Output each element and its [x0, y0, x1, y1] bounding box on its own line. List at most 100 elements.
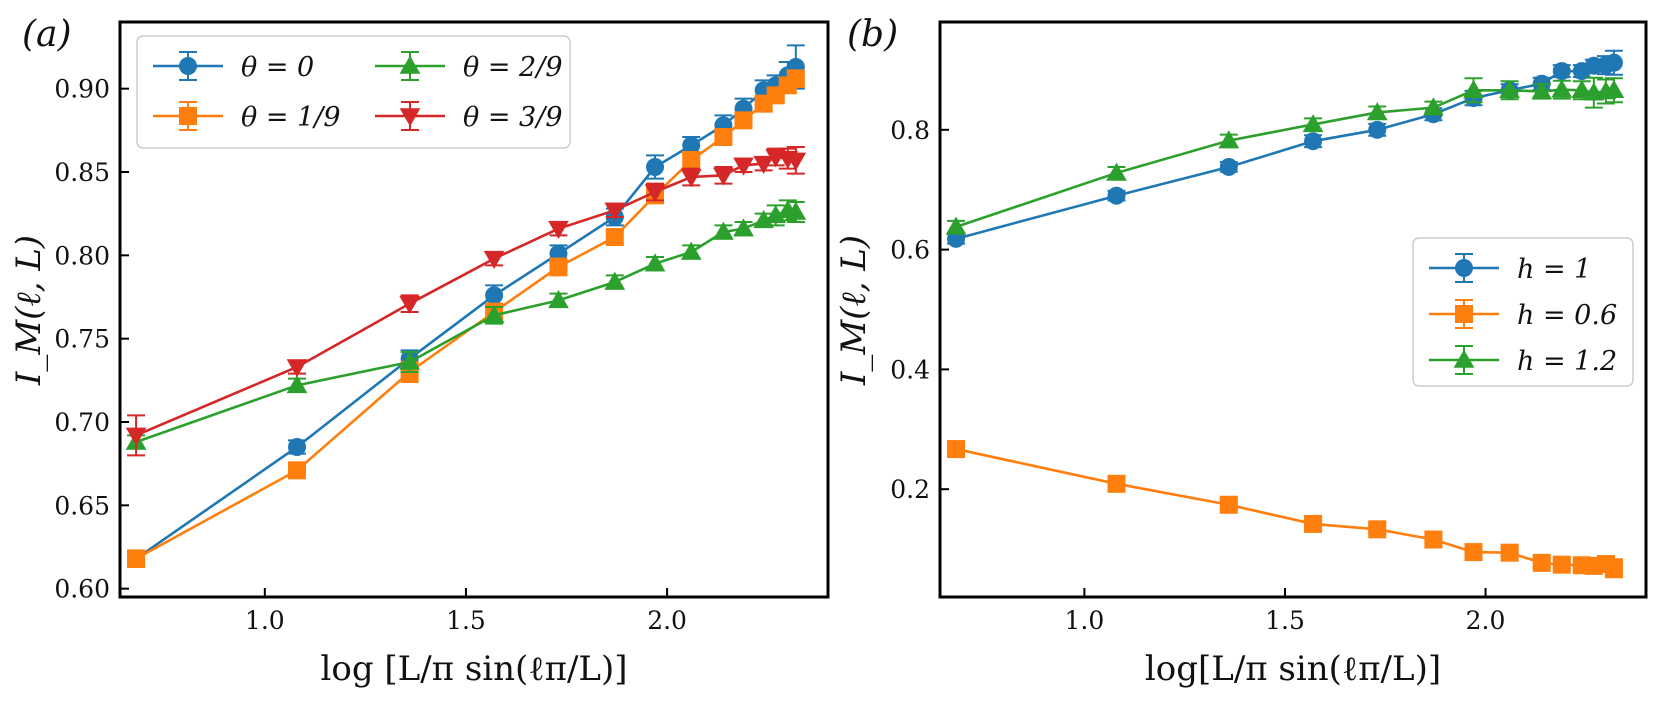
data-point	[1368, 520, 1387, 539]
series-line	[955, 88, 1615, 229]
data-point	[288, 461, 306, 480]
data-point	[548, 220, 569, 240]
data-point	[733, 157, 754, 176]
data-point	[127, 549, 146, 568]
panel-b-ylabel-group: I_M(ℓ, L)	[834, 235, 874, 386]
panel-b-frame	[938, 20, 1648, 599]
data-point	[1219, 157, 1238, 176]
legend-marker	[1455, 259, 1473, 277]
data-point	[713, 221, 734, 240]
data-point	[1464, 543, 1483, 562]
data-point	[125, 427, 147, 446]
legend-entry: h = 1	[1429, 253, 1591, 285]
panel-b-series	[945, 49, 1625, 579]
y-tick-label: 0.60	[54, 575, 110, 604]
data-point	[549, 258, 568, 276]
x-tick-label: 1.0	[245, 606, 285, 635]
y-tick-label: 0.75	[54, 325, 110, 354]
data-point	[399, 351, 420, 370]
series-4	[125, 146, 807, 457]
data-point	[713, 167, 734, 186]
data-point	[1500, 543, 1519, 562]
data-point	[605, 228, 624, 246]
data-point	[644, 253, 666, 272]
legend-marker	[179, 57, 197, 75]
y-tick-label: 0.6	[890, 236, 930, 265]
data-point	[753, 209, 774, 229]
y-tick-label: 0.2	[890, 475, 930, 504]
data-point	[1424, 530, 1443, 549]
data-point	[682, 136, 701, 155]
legend-marker	[1453, 349, 1475, 368]
panel-b: (b) 1.0 1.5 2.0 0.2 0.4 0.6 0.8 I_M(ℓ, L) log[…	[834, 14, 1648, 689]
series-3	[125, 199, 807, 450]
y-tick-label: 0.90	[54, 75, 110, 104]
data-point	[399, 295, 420, 315]
data-point	[604, 202, 626, 221]
data-point	[1218, 130, 1240, 149]
data-point	[753, 155, 774, 175]
data-point	[1304, 514, 1323, 533]
data-point	[1551, 79, 1573, 98]
data-point	[485, 286, 504, 305]
data-point	[286, 374, 308, 394]
data-point	[646, 158, 665, 176]
data-point	[680, 241, 702, 260]
data-point	[286, 359, 308, 378]
data-point	[548, 289, 569, 309]
data-point	[945, 216, 967, 235]
legend-marker	[1455, 305, 1473, 323]
panel-a-label: (a)	[22, 14, 72, 55]
y-tick-label: 0.70	[54, 408, 110, 437]
legend-label: θ = 2/9	[463, 52, 563, 83]
panel-a: (a) 1.0 1.5 2.0 0.60 0.65 0.70 0.75 0.80 0.85 0.9…	[9, 14, 830, 689]
panel-a-xlabel: log [L/π sin(ℓπ/L)]	[320, 649, 627, 689]
data-point	[682, 151, 701, 170]
data-point	[1604, 559, 1623, 578]
data-point	[288, 438, 306, 456]
panel-a-series	[125, 44, 807, 568]
data-point	[785, 201, 807, 220]
data-point	[1423, 97, 1444, 116]
x-tick-label: 1.5	[446, 606, 486, 635]
data-point	[1531, 81, 1553, 100]
series-2	[947, 440, 1623, 579]
legend-entry: θ = 1/9	[153, 101, 341, 133]
data-point	[1603, 79, 1625, 99]
y-tick-label: 0.85	[54, 158, 110, 187]
data-point	[1604, 53, 1623, 72]
series-line	[135, 155, 797, 437]
y-tick-label: 0.8	[890, 116, 930, 145]
panel-b-label: (b)	[847, 14, 898, 55]
data-point	[1368, 120, 1387, 139]
panel-b-ticks: 1.0 1.5 2.0 0.2 0.4 0.6 0.8	[890, 116, 1505, 635]
data-point	[1499, 79, 1520, 99]
panel-a-ylabel: I_M(ℓ, L)	[9, 235, 49, 386]
data-point	[1107, 474, 1126, 493]
y-tick-label: 0.65	[54, 491, 110, 520]
data-point	[680, 169, 702, 188]
legend-label: θ = 0	[241, 52, 314, 83]
data-point	[483, 304, 505, 324]
data-point	[1107, 186, 1126, 205]
legend-box	[136, 35, 571, 149]
legend-entry: θ = 2/9	[375, 51, 563, 83]
x-tick-label: 2.0	[647, 606, 687, 635]
legend-label: h = 0.6	[1517, 300, 1617, 331]
legend-marker	[179, 107, 197, 125]
legend-marker	[399, 108, 421, 127]
data-point	[1552, 62, 1571, 81]
legend-entry: θ = 3/9	[375, 101, 563, 133]
y-tick-label: 0.80	[54, 241, 110, 270]
data-point	[785, 152, 807, 171]
y-tick-label: 0.4	[890, 355, 930, 384]
x-tick-label: 2.0	[1466, 606, 1506, 635]
data-point	[1571, 79, 1593, 99]
series-3	[945, 76, 1625, 235]
legend-marker	[399, 55, 421, 74]
legend-entry: h = 0.6	[1429, 299, 1617, 331]
data-point	[786, 69, 805, 88]
data-point	[644, 184, 666, 203]
data-point	[1304, 132, 1323, 151]
legend-label: h = 1	[1517, 254, 1591, 285]
